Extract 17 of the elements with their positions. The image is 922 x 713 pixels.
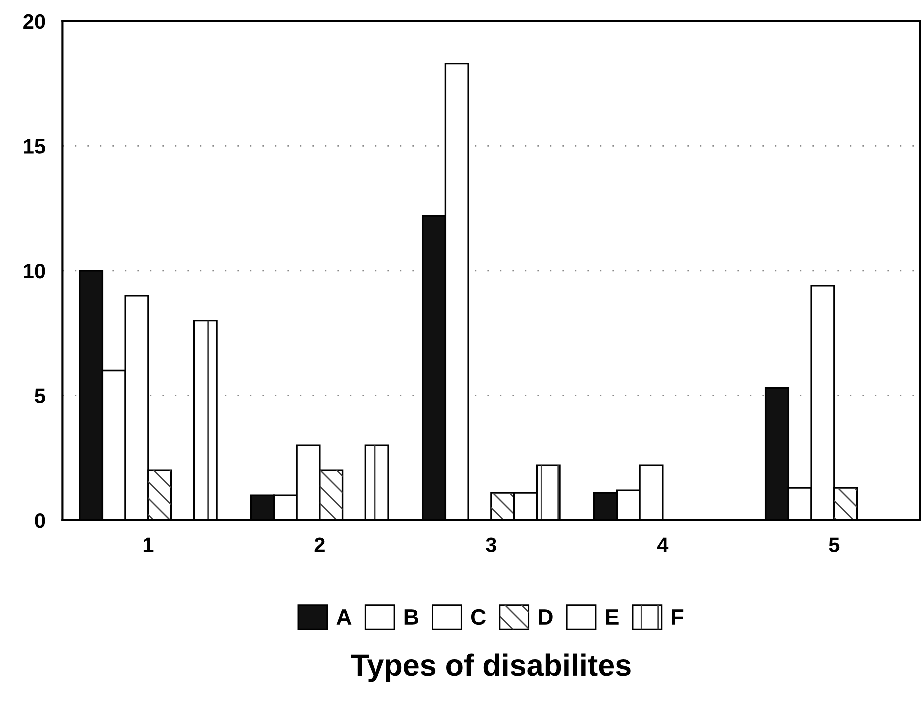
x-tick-label: 4 xyxy=(657,538,669,552)
legend-label: B xyxy=(404,610,418,625)
legend-label: C xyxy=(471,609,486,626)
x-tick-label: 2 xyxy=(314,538,325,552)
x-tick-label: 1 xyxy=(144,538,154,552)
y-tick-label: 0 xyxy=(35,513,46,528)
x-tick-label: 5 xyxy=(829,538,840,552)
x-tick-label: 3 xyxy=(486,538,496,552)
y-tick-label: 20 xyxy=(24,14,46,30)
y-tick-label: 15 xyxy=(24,139,46,154)
legend-label: D xyxy=(539,610,553,625)
legend-label: A xyxy=(336,610,352,625)
legend-label: E xyxy=(606,610,619,625)
legend-label: F xyxy=(672,610,684,625)
y-tick-label: 5 xyxy=(35,388,46,404)
y-tick-label: 10 xyxy=(24,264,46,279)
x-axis-title: Types of disabilites xyxy=(351,654,631,682)
